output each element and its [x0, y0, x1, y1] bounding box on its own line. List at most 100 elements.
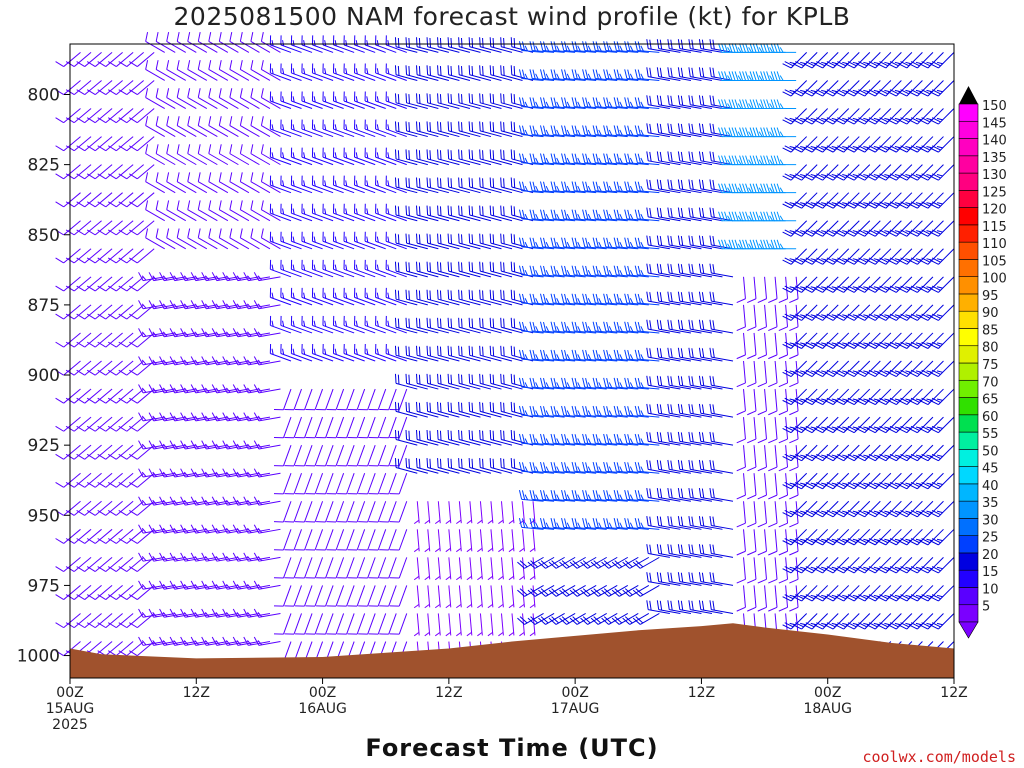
- wind-barb: [269, 119, 292, 138]
- wind-barb: [159, 328, 186, 338]
- barb-feather: [118, 453, 128, 460]
- barb-feather: [183, 275, 189, 281]
- barb-feather: [128, 61, 138, 67]
- barb-feather: [619, 466, 623, 473]
- barb-feather: [603, 125, 607, 135]
- wind-barb: [301, 35, 323, 53]
- barb-feather: [169, 412, 176, 422]
- barb-feather: [313, 320, 316, 327]
- barb-feather: [649, 292, 652, 302]
- barb-feather: [571, 181, 575, 191]
- barb-shaft: [690, 244, 713, 250]
- barb-shaft: [84, 416, 102, 432]
- barb-shaft: [406, 46, 428, 53]
- barb-feather: [418, 262, 421, 272]
- wind-barb: [385, 259, 407, 278]
- barb-shaft: [679, 468, 702, 474]
- barb-shaft: [480, 467, 502, 474]
- wind-barb: [222, 636, 249, 646]
- wind-barb: [468, 261, 492, 278]
- barb-shaft: [142, 584, 165, 590]
- barb-feather: [532, 462, 536, 472]
- wind-barb: [253, 636, 281, 646]
- barb-feather: [138, 272, 144, 281]
- barb-feather: [426, 177, 429, 188]
- barb-feather: [468, 65, 471, 75]
- wind-barb: [180, 636, 207, 646]
- barb-feather: [408, 458, 410, 469]
- barb-feather: [571, 69, 575, 79]
- barb-feather: [97, 229, 107, 236]
- barb-shaft: [229, 97, 250, 109]
- barb-feather: [556, 185, 560, 192]
- barb-feather: [667, 179, 670, 189]
- barb-feather: [571, 153, 575, 163]
- barb-feather: [624, 377, 628, 388]
- wind-barb: [332, 35, 355, 53]
- barb-feather: [566, 298, 571, 304]
- barb-feather: [629, 298, 634, 304]
- barb-feather: [282, 320, 285, 327]
- wind-barb: [284, 388, 302, 411]
- barb-shaft: [258, 332, 281, 338]
- barb-feather: [598, 382, 602, 388]
- barb-shaft: [406, 74, 428, 81]
- barb-shaft: [354, 268, 376, 278]
- barb-feather: [447, 177, 450, 188]
- barb-feather: [500, 289, 502, 300]
- barb-shaft: [304, 416, 313, 438]
- barb-feather: [324, 124, 327, 131]
- barb-feather: [208, 144, 212, 154]
- barb-shaft: [73, 444, 92, 460]
- barb-feather: [183, 387, 189, 393]
- barb-feather: [529, 632, 535, 637]
- barb-feather: [656, 235, 660, 246]
- wind-barb: [76, 444, 102, 460]
- wind-barb: [97, 528, 123, 544]
- barb-shaft: [658, 328, 681, 334]
- wind-barb: [76, 52, 102, 67]
- wind-barb: [97, 444, 123, 460]
- barb-shaft: [105, 248, 123, 264]
- wind-barb: [364, 91, 386, 109]
- barb-feather: [225, 527, 231, 533]
- barb-feather: [659, 123, 663, 134]
- barb-feather: [627, 237, 631, 248]
- barb-feather: [529, 433, 533, 444]
- barb-shaft: [367, 416, 376, 438]
- barb-shaft: [63, 248, 81, 264]
- barb-feather: [437, 149, 439, 159]
- barb-feather: [561, 97, 565, 107]
- barb-feather: [616, 237, 620, 248]
- barb-feather: [190, 552, 197, 562]
- barb-shaft: [94, 500, 113, 516]
- barb-feather: [595, 378, 599, 388]
- wind-barb: [222, 412, 249, 422]
- barb-feather: [561, 321, 565, 332]
- barb-feather: [461, 346, 463, 357]
- barb-feather: [159, 524, 165, 534]
- barb-feather: [282, 40, 285, 47]
- barb-feather: [550, 153, 554, 163]
- wind-barb: [145, 60, 165, 81]
- barb-feather: [582, 237, 586, 247]
- barb-feather: [550, 405, 554, 416]
- barb-feather: [225, 387, 231, 393]
- wind-barb: [232, 496, 260, 506]
- wind-barb: [232, 468, 260, 478]
- barb-shaft: [501, 242, 523, 250]
- barb-shaft: [73, 248, 92, 264]
- wind-barb: [76, 276, 102, 292]
- wind-barb: [145, 172, 165, 194]
- barb-feather: [282, 96, 285, 103]
- barb-shaft: [219, 40, 239, 53]
- wind-barb: [280, 147, 302, 166]
- barb-feather: [543, 69, 547, 79]
- wind-barb: [176, 172, 197, 194]
- barb-feather: [292, 320, 295, 327]
- barb-feather: [471, 94, 474, 104]
- barb-shaft: [229, 209, 250, 222]
- barb-shaft: [690, 272, 713, 278]
- barb-shaft: [398, 416, 408, 438]
- barb-feather: [500, 205, 502, 216]
